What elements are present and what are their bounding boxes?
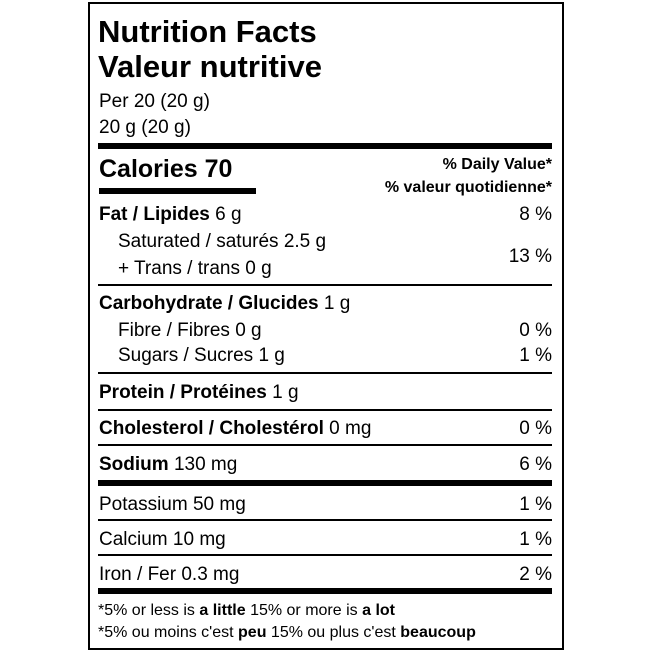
dv-header-en: % Daily Value* bbox=[442, 156, 552, 173]
cholesterol-label: Cholesterol / Cholestérol bbox=[99, 418, 324, 439]
carb-amount: 1 g bbox=[323, 293, 351, 314]
footnote-bold: a lot bbox=[362, 602, 395, 619]
footnote-bold: beaucoup bbox=[400, 624, 476, 641]
divider-thick bbox=[98, 588, 552, 594]
serving-size: Per 20 (20 g) bbox=[99, 91, 210, 112]
protein-label: Protein / Protéines bbox=[99, 382, 267, 403]
sugars-dv: 1 % bbox=[519, 345, 552, 366]
footnote-text: 15% or more is bbox=[250, 602, 358, 619]
footnote-bold: peu bbox=[238, 624, 267, 641]
carb-label: Carbohydrate / Glucides bbox=[99, 293, 319, 314]
divider bbox=[98, 554, 552, 556]
footnote-text: *5% ou moins c'est bbox=[98, 624, 234, 641]
footnote-bold: a little bbox=[199, 602, 246, 619]
sodium-amount: 130 mg bbox=[173, 454, 238, 475]
sodium-dv: 6 % bbox=[519, 454, 552, 475]
calories-label: Calories bbox=[99, 155, 198, 183]
calcium-row: Calcium 10 mg bbox=[99, 529, 226, 550]
nutrition-label-border bbox=[88, 2, 564, 650]
iron-dv: 2 % bbox=[519, 564, 552, 585]
calcium-dv: 1 % bbox=[519, 529, 552, 550]
footnote-fr: *5% ou moins c'est peu 15% ou plus c'est… bbox=[98, 625, 476, 641]
fibre-dv: 0 % bbox=[519, 320, 552, 341]
divider-thick bbox=[98, 143, 552, 149]
calories-value: 70 bbox=[204, 155, 233, 183]
calories-bar bbox=[99, 188, 256, 194]
sat-trans-dv: 13 % bbox=[508, 246, 552, 267]
cholesterol-amount: 0 mg bbox=[329, 418, 372, 439]
protein-row: Protein / Protéines 1 g bbox=[99, 383, 299, 402]
fat-label: Fat / Lipides bbox=[99, 204, 210, 225]
sodium-row: Sodium 130 mg bbox=[99, 455, 237, 474]
saturated-row: Saturated / saturés 2.5 g bbox=[118, 231, 327, 252]
cholesterol-dv: 0 % bbox=[519, 418, 552, 439]
serving-size-metric: 20 g (20 g) bbox=[99, 117, 191, 138]
potassium-dv: 1 % bbox=[519, 494, 552, 515]
fat-amount: 6 g bbox=[215, 204, 242, 225]
divider bbox=[98, 409, 552, 411]
fat-dv: 8 % bbox=[519, 204, 552, 225]
fibre-row: Fibre / Fibres 0 g bbox=[118, 320, 262, 341]
potassium-row: Potassium 50 mg bbox=[99, 494, 246, 515]
footnote-text: *5% or less is bbox=[98, 602, 195, 619]
title-en: Nutrition Facts bbox=[98, 14, 317, 49]
divider-thick bbox=[98, 480, 552, 486]
title-fr: Valeur nutritive bbox=[98, 49, 322, 84]
footnote-text: 15% ou plus c'est bbox=[270, 624, 396, 641]
sugars-row: Sugars / Sucres 1 g bbox=[118, 345, 285, 366]
sodium-label: Sodium bbox=[99, 454, 169, 475]
calories: Calories 70 bbox=[99, 157, 232, 182]
carb-row: Carbohydrate / Glucides 1 g bbox=[99, 294, 350, 313]
dv-header-fr: % valeur quotidienne* bbox=[384, 179, 552, 196]
divider bbox=[98, 372, 552, 374]
fat-row: Fat / Lipides 6 g bbox=[99, 205, 242, 224]
trans-row: + Trans / trans 0 g bbox=[118, 258, 272, 279]
cholesterol-row: Cholesterol / Cholestérol 0 mg bbox=[99, 419, 371, 438]
footnote-en: *5% or less is a little 15% or more is a… bbox=[98, 603, 395, 619]
divider bbox=[98, 444, 552, 446]
divider bbox=[98, 284, 552, 286]
divider bbox=[98, 519, 552, 521]
protein-amount: 1 g bbox=[272, 382, 299, 403]
iron-row: Iron / Fer 0.3 mg bbox=[99, 564, 240, 585]
